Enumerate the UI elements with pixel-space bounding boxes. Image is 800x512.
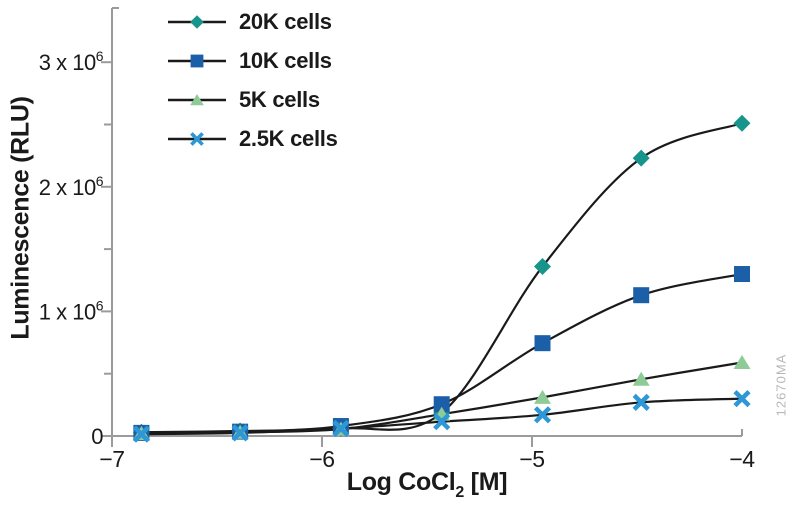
- legend-item-5k-cells: 5K cells: [168, 80, 338, 119]
- legend: 20K cells 10K cells 5K cells 2.5K cells: [168, 2, 338, 158]
- x-axis-title-subscript: 2: [455, 484, 465, 501]
- legend-item-10k-cells: 10K cells: [168, 41, 338, 80]
- diamond-marker: [733, 114, 751, 132]
- diamond-marker: [534, 258, 551, 276]
- legend-key-x-icon: [168, 131, 226, 146]
- square-marker: [633, 287, 650, 304]
- y-tick-label: 0: [91, 424, 103, 449]
- square-marker: [190, 54, 204, 67]
- legend-key-diamond-icon: [168, 14, 226, 29]
- x-tick-label: −4: [729, 446, 755, 472]
- series-line-20k-cells: [141, 122, 743, 434]
- x-marker: [632, 393, 650, 411]
- y-tick-label: 3 x 106: [39, 48, 104, 75]
- y-tick-label: 2 x 106: [39, 173, 104, 200]
- x-marker: [733, 390, 751, 408]
- x-tick-label: −7: [99, 446, 124, 472]
- x-marker: [231, 424, 249, 442]
- x-tick-label: −5: [519, 446, 544, 472]
- series-markers-20k-cells: [132, 114, 751, 441]
- x-axis-title: Log CoCl2 [M]: [346, 468, 508, 501]
- x-marker: [132, 425, 150, 443]
- legend-label: 5K cells: [239, 86, 320, 112]
- y-axis-title: Luminescence (RLU): [6, 96, 35, 340]
- triangle-marker: [190, 93, 204, 105]
- triangle-marker: [632, 371, 650, 386]
- y-tick-label: 1 x 106: [39, 297, 104, 324]
- legend-key-triangle-icon: [168, 93, 226, 105]
- square-marker: [734, 266, 750, 283]
- watermark-label: 12670MA: [773, 353, 789, 417]
- x-marker: [332, 419, 350, 438]
- x-marker: [433, 413, 451, 431]
- x-marker: [190, 131, 204, 146]
- legend-label: 10K cells: [239, 47, 332, 73]
- legend-item-2-5k-cells: 2.5K cells: [168, 119, 338, 158]
- x-marker: [533, 406, 552, 424]
- triangle-marker: [534, 389, 551, 404]
- triangle-marker: [733, 354, 751, 369]
- legend-label: 20K cells: [239, 8, 332, 34]
- x-axis-title-post: [M]: [464, 468, 508, 496]
- legend-label: 2.5K cells: [239, 125, 338, 151]
- series-markers-2-5k-cells: [132, 390, 751, 443]
- square-marker: [433, 396, 450, 413]
- x-tick-label: −6: [309, 446, 334, 472]
- diamond-marker: [190, 14, 204, 29]
- legend-item-20k-cells: 20K cells: [168, 2, 338, 41]
- square-marker: [534, 335, 551, 352]
- diamond-marker: [632, 149, 650, 167]
- x-axis-title-pre: Log CoCl: [346, 468, 456, 496]
- legend-key-square-icon: [168, 54, 226, 67]
